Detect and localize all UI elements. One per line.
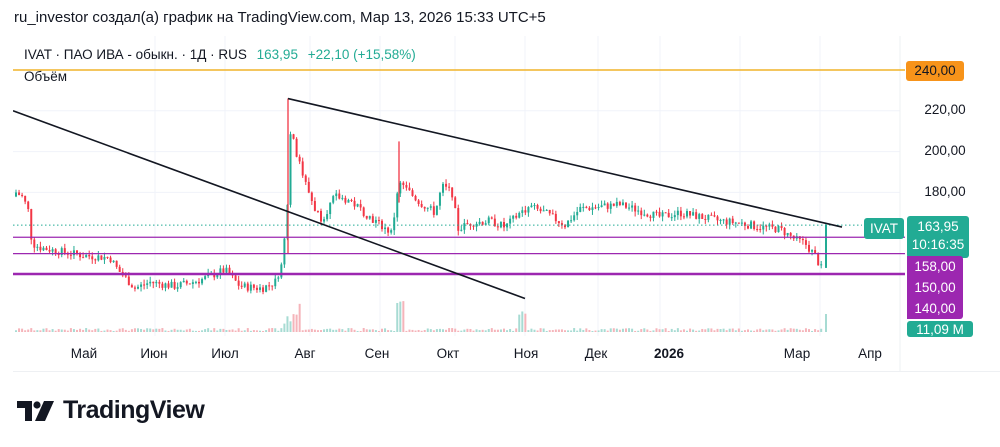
time-label-8: 2026 [653,346,685,361]
tradingview-logo[interactable]: TradingView [17,396,205,425]
last-price: 163,95 [256,47,298,62]
time-label-10: Апр [858,346,882,361]
price-change: +22,10 (+15,58%) [307,47,416,62]
chart-caption: ru_investor создал(а) график на TradingV… [14,9,546,26]
time-label-4: Сен [364,346,390,361]
alert-price-tag[interactable]: 240,00 [906,61,964,81]
tradingview-logo-icon [17,400,54,421]
time-label-0: Май [70,346,98,361]
price-tick-180: 180,00 [924,184,966,199]
level-tag-150: 150,00 [907,277,963,298]
price-plot[interactable] [13,36,1000,371]
tradingview-wordmark: TradingView [63,396,205,424]
time-label-3: Авг [294,346,316,361]
time-label-6: Ноя [513,346,539,361]
time-label-2: Июл [211,346,239,361]
level-tag-158: 158,00 [907,256,963,277]
symbol-legend[interactable]: IVAT · ПАО ИВА - обыкн. · 1Д · RUS 163,9… [24,47,416,62]
level-tag-140: 140,00 [907,298,963,319]
chart-area[interactable] [13,36,1000,372]
price-tick-220: 220,00 [924,102,966,117]
price-tick-200: 200,00 [924,143,966,158]
symbol-tag: IVAT [864,218,904,239]
last-price-tag: 163,95 10:16:35 [907,216,969,258]
volume-indicator-title[interactable]: Объём [24,69,68,84]
volume-tag: 11,09 M [907,321,973,337]
last-price-value: 163,95 [917,219,959,234]
bar-countdown: 10:16:35 [911,237,965,252]
time-label-9: Мар [783,346,811,361]
time-label-7: Дек [584,346,608,361]
time-label-1: Июн [140,346,168,361]
symbol-line: IVAT · ПАО ИВА - обыкн. · 1Д · RUS [24,47,247,62]
time-label-5: Окт [436,346,460,361]
